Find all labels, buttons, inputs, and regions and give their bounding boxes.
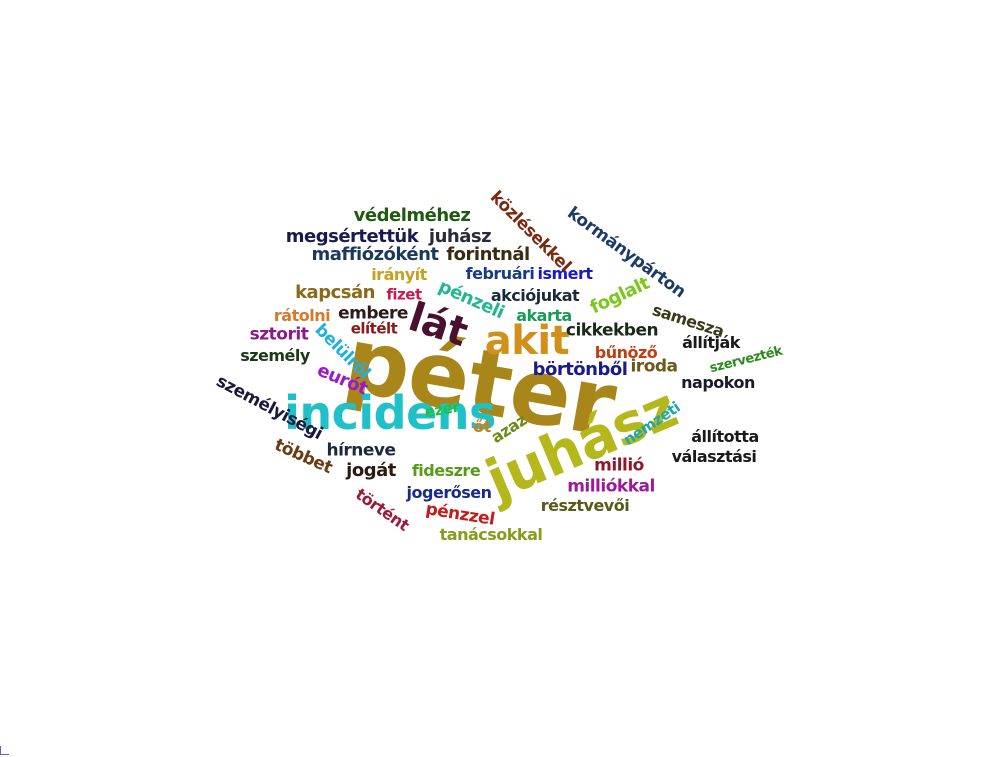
cloud-word: elítélt	[350, 319, 398, 338]
cloud-word: tanácsokkal	[439, 525, 543, 544]
cloud-word: bűnöző	[594, 343, 658, 362]
cloud-word: milliókkal	[567, 476, 655, 497]
cloud-word: cikkekben	[565, 320, 659, 341]
cloud-word: fideszre	[411, 461, 481, 480]
cloud-word: napokon	[681, 373, 755, 392]
cloud-word: választási	[671, 447, 757, 466]
cloud-word: jogát	[346, 460, 396, 481]
cloud-word: millió	[594, 455, 644, 476]
cloud-word: védelméhez	[353, 205, 471, 226]
cloud-word: állítják	[682, 333, 740, 352]
cloud-word: juhász	[428, 226, 492, 247]
cloud-word: irányít	[371, 265, 427, 284]
cloud-word: incidens	[284, 386, 496, 440]
corner-mark	[0, 746, 9, 755]
cloud-word: többet	[271, 435, 336, 479]
cloud-word: foglalt	[586, 272, 653, 319]
cloud-word: embere	[338, 303, 408, 324]
cloud-word: rátolni	[273, 306, 331, 325]
cloud-word: iroda	[630, 356, 678, 377]
cloud-word: akarta	[516, 306, 572, 325]
cloud-word: kapcsán	[295, 282, 375, 303]
cloud-word: személy	[240, 346, 310, 365]
cloud-word: állította	[691, 427, 759, 446]
cloud-word: akciójukat	[490, 286, 580, 305]
cloud-word: résztvevői	[540, 496, 630, 515]
cloud-word: jogerősen	[406, 483, 492, 502]
cloud-word: februári	[465, 264, 535, 283]
cloud-word: sztorit	[249, 324, 309, 345]
cloud-word: akit	[484, 318, 570, 364]
cloud-word: őt	[473, 417, 491, 436]
cloud-word: történt	[352, 484, 413, 535]
cloud-word: forintnál	[446, 244, 530, 265]
cloud-word: ismert	[537, 264, 593, 283]
cloud-word: fizet	[386, 285, 422, 304]
cloud-word: megsértettük	[285, 226, 419, 247]
cloud-word: börtönből	[532, 359, 628, 380]
cloud-word: hírneve	[326, 440, 396, 461]
cloud-word: maffiózóként	[311, 244, 439, 265]
